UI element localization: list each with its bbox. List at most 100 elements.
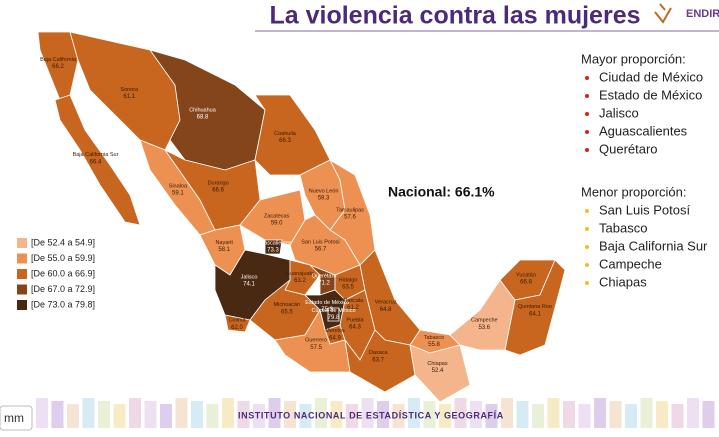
legend-label: [De 55.0 a 59.9] <box>31 253 95 263</box>
footer-tile <box>377 401 389 428</box>
state-value: 59.0 <box>271 221 283 227</box>
footer-tile <box>687 398 699 428</box>
footer-tile <box>563 401 575 428</box>
state-name: Baja California <box>40 57 77 63</box>
footer-tile <box>346 404 358 428</box>
list-item: Ciudad de México <box>599 69 703 84</box>
list-item: Campeche <box>599 256 662 271</box>
footer-tile <box>392 404 405 428</box>
footer-tile <box>671 404 684 428</box>
state-value: 53.6 <box>478 325 490 331</box>
state-name: Querétaro <box>312 273 337 279</box>
state-name: Oaxaca <box>369 350 389 356</box>
bullet <box>585 245 589 249</box>
logo-icon <box>654 3 672 24</box>
state-value: 63.2 <box>294 278 306 284</box>
state-name: Chihuahua <box>189 107 217 113</box>
state-value: 64.3 <box>349 325 361 331</box>
state-value: 59.1 <box>172 191 184 197</box>
state-name: Yucatán <box>516 272 536 278</box>
state-value: 63.7 <box>372 357 384 363</box>
bullet <box>585 209 589 213</box>
state-shape <box>264 239 283 255</box>
state-name: Campeche <box>471 318 498 324</box>
list-heading: Mayor proporción: <box>581 51 686 66</box>
state-name: Zacatecas <box>264 213 290 219</box>
list-item: Querétaro <box>599 141 658 156</box>
footer-tile <box>547 398 560 428</box>
bullet <box>585 227 589 231</box>
list-item: Jalisco <box>599 105 639 120</box>
state-value: 73.3 <box>267 248 279 254</box>
state-shape <box>327 307 340 322</box>
state-value: 61.1 <box>123 94 135 100</box>
footer-tile <box>609 401 622 428</box>
state-value: 59.3 <box>318 196 330 202</box>
state-value: 56.7 <box>315 247 327 253</box>
state-name: Puebla <box>346 318 364 324</box>
state-name: Baja California Sur <box>73 152 119 158</box>
bullet <box>585 148 589 152</box>
legend-swatch <box>17 253 27 264</box>
legend-swatch <box>17 300 27 310</box>
footer-tile <box>82 398 95 428</box>
player-button[interactable] <box>0 405 33 431</box>
state-name: Tlaxcala <box>343 298 364 304</box>
footer-tile <box>501 398 513 428</box>
footer-tile <box>67 404 79 428</box>
state-value: 62.0 <box>231 325 243 331</box>
footer-tile <box>516 401 529 428</box>
footer-tile <box>175 398 188 428</box>
state-value: 75.3 <box>321 307 333 313</box>
state-name: Coahuila <box>274 131 297 137</box>
state-value: 79.8 <box>328 315 340 321</box>
legend-swatch <box>17 238 27 248</box>
state-value: 52.4 <box>432 368 444 374</box>
bullet <box>585 130 589 134</box>
footer-tile <box>330 401 343 428</box>
state-name: Guerrero <box>305 338 327 344</box>
legend-label: [De 60.0 a 66.9] <box>31 268 95 278</box>
state-value: 66.3 <box>279 138 291 144</box>
footer-tile <box>253 404 265 428</box>
footer <box>36 398 715 428</box>
logo-text: ENDIR <box>686 8 719 20</box>
footer-tile <box>222 398 234 428</box>
footer-tile <box>36 398 48 428</box>
state-value: 58.1 <box>218 247 230 253</box>
footer-tile <box>454 398 467 428</box>
state-shape <box>274 308 351 373</box>
state-name: Tamaulipas <box>336 207 364 213</box>
national-value: Nacional: 66.1% <box>388 184 495 200</box>
state-name: Michoacán <box>274 302 301 308</box>
bullet <box>585 76 589 80</box>
footer-tile <box>702 401 715 428</box>
footer-tile <box>268 398 281 428</box>
state-name: Nayarit <box>215 240 233 246</box>
legend: [De 52.4 a 54.9] [De 55.0 a 59.9] [De 60.0… <box>17 237 95 310</box>
player-label[interactable]: mm <box>4 411 24 425</box>
bullet <box>585 281 589 285</box>
legend-swatch <box>17 284 27 295</box>
state-name: Colima <box>228 318 246 324</box>
list-item: Tabasco <box>599 220 647 235</box>
state-name: Tabasco <box>424 335 445 341</box>
state-name: Jalisco <box>241 274 258 280</box>
state-value: 64.9 <box>329 335 341 341</box>
title: La violencia contra las mujeres <box>270 2 641 30</box>
footer-tile <box>423 401 436 428</box>
footer-tile <box>237 401 250 428</box>
footer-tile <box>640 398 653 428</box>
state-value: 74.1 <box>243 281 255 287</box>
footer-tile <box>439 404 451 428</box>
footer-tile <box>284 401 296 428</box>
footer-tile <box>656 401 668 428</box>
legend-swatch <box>17 269 27 279</box>
state-shape <box>54 94 141 226</box>
list-item: Baja California Sur <box>599 238 708 253</box>
footer-tile <box>485 404 498 428</box>
footer-tile <box>98 401 110 428</box>
state-value: 71.2 <box>318 281 330 287</box>
